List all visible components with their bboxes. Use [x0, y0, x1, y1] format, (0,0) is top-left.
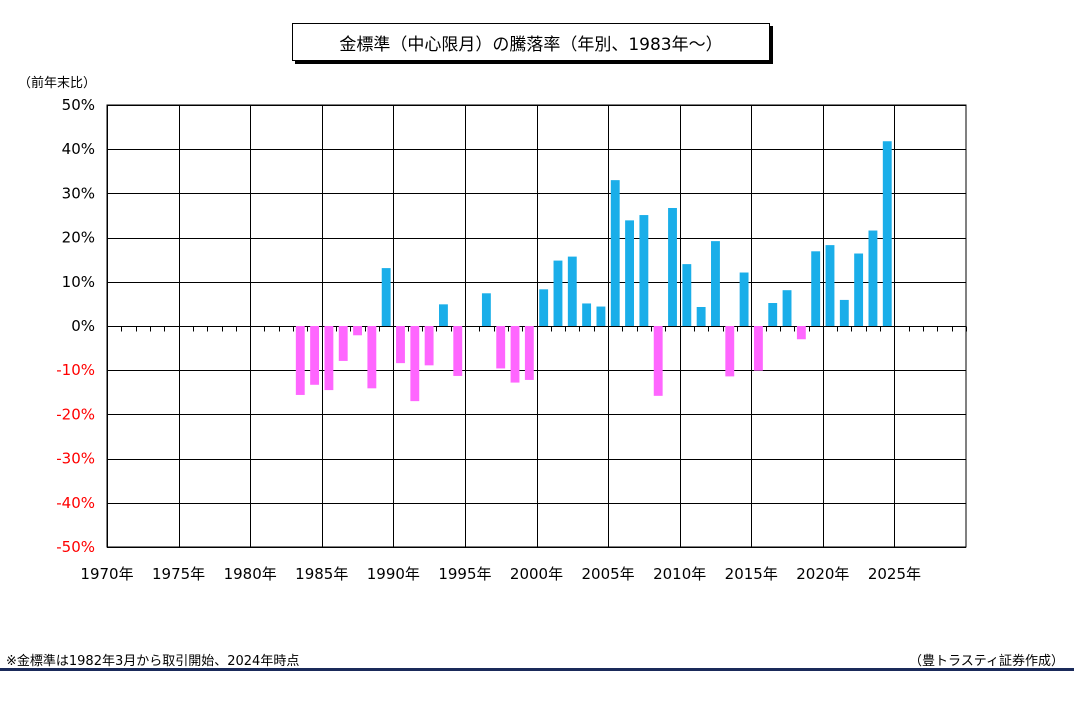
bar — [367, 326, 377, 389]
bar — [796, 326, 806, 340]
y-tick-label: 20% — [62, 229, 95, 247]
y-tick-label: 0% — [71, 317, 95, 335]
bar — [825, 245, 835, 326]
x-tick-label: 1995年 — [438, 565, 491, 583]
bar — [310, 326, 320, 385]
y-tick-label: 10% — [62, 273, 95, 291]
x-tick-label: 1985年 — [295, 565, 348, 583]
bar — [567, 256, 577, 326]
x-tick-label: 2015年 — [725, 565, 778, 583]
y-tick-label: -30% — [56, 450, 95, 468]
bar — [553, 260, 563, 326]
y-tick-label: -40% — [56, 494, 95, 512]
bar — [682, 264, 692, 326]
bar — [739, 272, 749, 326]
bar — [410, 326, 420, 402]
bar — [653, 326, 663, 396]
bar — [811, 251, 821, 326]
bar — [453, 326, 463, 376]
bar — [338, 326, 348, 361]
y-tick-label: 40% — [62, 140, 95, 158]
bar — [424, 326, 434, 366]
bottom-rule — [0, 668, 1074, 671]
x-tick-label: 2005年 — [581, 565, 634, 583]
x-tick-label: 2020年 — [796, 565, 849, 583]
bar — [396, 326, 405, 364]
y-axis-label: （前年末比） — [18, 76, 97, 91]
y-tick-label: -10% — [56, 361, 95, 379]
x-tick-label: 1975年 — [152, 565, 205, 583]
bar — [582, 303, 592, 326]
x-tick-label: 2010年 — [653, 565, 706, 583]
bar — [596, 306, 606, 326]
x-tick-label: 1980年 — [224, 565, 277, 583]
bar — [725, 326, 735, 377]
bar — [496, 326, 506, 369]
bar — [711, 241, 720, 326]
bar — [510, 326, 520, 383]
bar — [868, 230, 878, 326]
bar — [639, 215, 649, 326]
x-tick-label: 2025年 — [868, 565, 921, 583]
y-tick-label: -20% — [56, 405, 95, 423]
bar — [324, 326, 334, 391]
source-credit: （豊トラスティ証券作成） — [909, 654, 1064, 669]
bar — [381, 268, 391, 326]
y-tick-label: 50% — [62, 96, 95, 114]
x-tick-label: 1990年 — [367, 565, 420, 583]
x-tick-label: 2000年 — [510, 565, 563, 583]
bar — [295, 326, 305, 395]
chart-title: 金標準（中心限月）の騰落率（年別、1983年〜） — [292, 23, 770, 61]
chart-title-text: 金標準（中心限月）の騰落率（年別、1983年〜） — [339, 34, 723, 55]
bar — [854, 253, 864, 326]
footnote: ※金標準は1982年3月から取引開始、2024年時点 — [6, 654, 300, 669]
y-tick-label: -50% — [56, 538, 95, 556]
bar — [539, 289, 549, 326]
bar-chart: 50% 40% 30% 20% 10% 0% -10% -20% -30% -40% -50% 197… — [56, 96, 967, 583]
bar — [668, 207, 677, 326]
bar — [768, 303, 778, 326]
bar — [696, 306, 706, 326]
bar — [439, 304, 448, 326]
bar — [610, 180, 620, 326]
bar — [839, 299, 849, 326]
bar — [524, 326, 534, 380]
bar — [481, 293, 491, 326]
x-tick-label: 1970年 — [80, 565, 133, 583]
y-tick-label: 30% — [62, 184, 95, 202]
bar — [782, 290, 792, 326]
bar — [625, 220, 634, 326]
bar — [882, 141, 892, 326]
bar — [753, 326, 763, 371]
bar — [353, 326, 362, 336]
